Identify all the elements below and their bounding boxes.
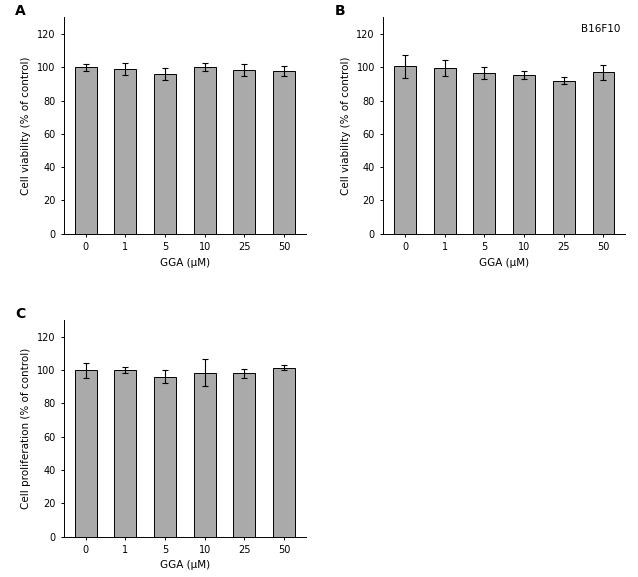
- Text: B16F10: B16F10: [581, 24, 620, 34]
- Bar: [553, 81, 575, 234]
- Bar: [75, 68, 96, 234]
- Bar: [154, 74, 176, 234]
- Bar: [473, 73, 495, 234]
- Text: A: A: [15, 5, 26, 18]
- Y-axis label: Cell viability (% of control): Cell viability (% of control): [22, 56, 31, 195]
- Bar: [273, 70, 295, 234]
- Bar: [114, 69, 136, 234]
- Y-axis label: Cell viability (% of control): Cell viability (% of control): [341, 56, 351, 195]
- Bar: [114, 370, 136, 537]
- X-axis label: GGA (μM): GGA (μM): [160, 560, 210, 571]
- Bar: [234, 70, 255, 234]
- Bar: [273, 368, 295, 537]
- Bar: [593, 72, 614, 234]
- Bar: [75, 370, 96, 537]
- Text: C: C: [15, 307, 26, 321]
- Bar: [154, 377, 176, 537]
- X-axis label: GGA (μM): GGA (μM): [160, 257, 210, 268]
- Bar: [394, 66, 416, 234]
- Bar: [234, 373, 255, 537]
- Bar: [194, 68, 216, 234]
- Bar: [434, 68, 456, 234]
- Bar: [513, 75, 535, 234]
- X-axis label: GGA (μM): GGA (μM): [479, 257, 530, 268]
- Bar: [194, 373, 216, 537]
- Y-axis label: Cell proliferation (% of control): Cell proliferation (% of control): [22, 348, 31, 509]
- Text: B: B: [335, 5, 345, 18]
